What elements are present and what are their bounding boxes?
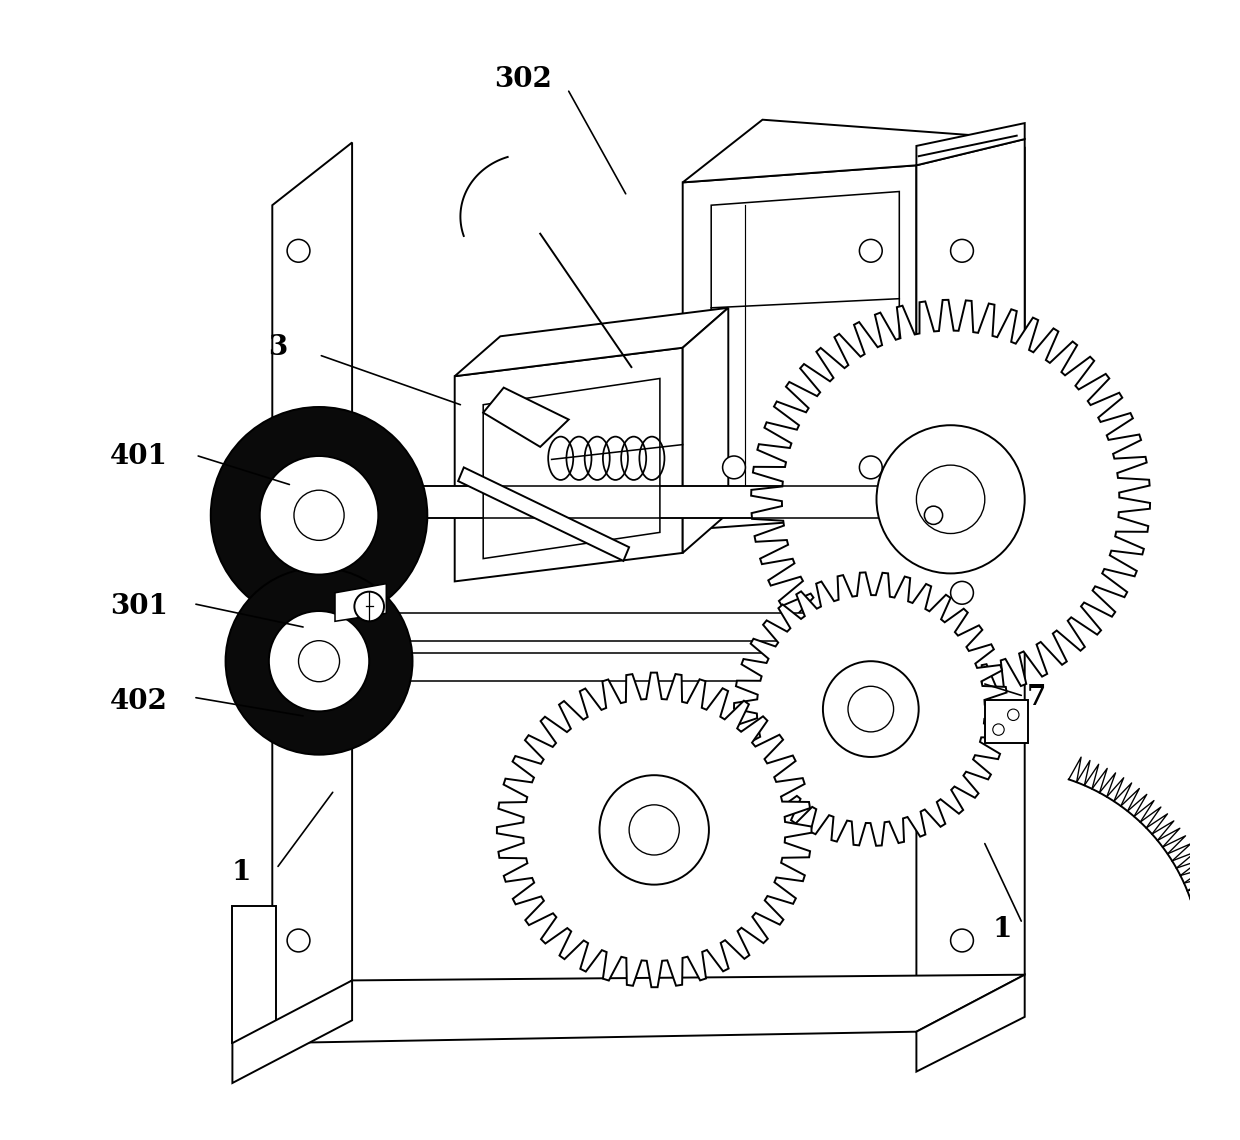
- Circle shape: [848, 686, 894, 732]
- Text: 3: 3: [268, 334, 288, 361]
- Polygon shape: [484, 388, 569, 447]
- Polygon shape: [734, 572, 1008, 846]
- Polygon shape: [683, 308, 728, 553]
- Bar: [387, 653, 910, 681]
- Circle shape: [951, 239, 973, 262]
- Polygon shape: [751, 300, 1149, 699]
- Circle shape: [723, 456, 745, 479]
- Polygon shape: [484, 378, 660, 559]
- Polygon shape: [916, 975, 1024, 1072]
- Bar: [387, 613, 910, 641]
- Circle shape: [823, 661, 919, 757]
- Circle shape: [916, 465, 985, 534]
- Circle shape: [226, 568, 413, 755]
- Polygon shape: [455, 348, 683, 581]
- Circle shape: [859, 239, 882, 262]
- Circle shape: [288, 929, 310, 952]
- Text: 1: 1: [992, 915, 1012, 943]
- Polygon shape: [683, 120, 1024, 182]
- Text: 302: 302: [495, 66, 552, 93]
- Circle shape: [993, 724, 1004, 735]
- Circle shape: [288, 581, 310, 604]
- Circle shape: [211, 407, 428, 624]
- Circle shape: [859, 456, 882, 479]
- Polygon shape: [232, 906, 275, 1043]
- Polygon shape: [335, 584, 387, 621]
- Circle shape: [299, 641, 340, 682]
- Circle shape: [599, 775, 709, 885]
- Circle shape: [951, 581, 973, 604]
- Circle shape: [288, 239, 310, 262]
- Polygon shape: [455, 308, 728, 376]
- Circle shape: [629, 805, 680, 855]
- Polygon shape: [232, 980, 352, 1083]
- Polygon shape: [712, 192, 899, 502]
- Circle shape: [294, 490, 345, 540]
- Text: 401: 401: [110, 442, 167, 470]
- Polygon shape: [916, 123, 1024, 165]
- Text: 301: 301: [110, 593, 167, 620]
- Text: 7: 7: [1027, 684, 1045, 711]
- Circle shape: [355, 592, 384, 621]
- Circle shape: [924, 506, 942, 524]
- Polygon shape: [273, 142, 352, 1043]
- Text: 1: 1: [232, 858, 252, 886]
- Bar: [985, 700, 1028, 743]
- Text: 402: 402: [110, 687, 167, 715]
- Circle shape: [877, 425, 1024, 573]
- Circle shape: [951, 929, 973, 952]
- Polygon shape: [916, 139, 1024, 513]
- Polygon shape: [916, 148, 1024, 1032]
- Polygon shape: [497, 673, 811, 987]
- Bar: [363, 486, 916, 518]
- Circle shape: [259, 456, 378, 575]
- Circle shape: [269, 611, 370, 711]
- Polygon shape: [458, 467, 629, 561]
- Polygon shape: [273, 975, 1024, 1043]
- Circle shape: [1008, 709, 1019, 720]
- Polygon shape: [683, 165, 916, 530]
